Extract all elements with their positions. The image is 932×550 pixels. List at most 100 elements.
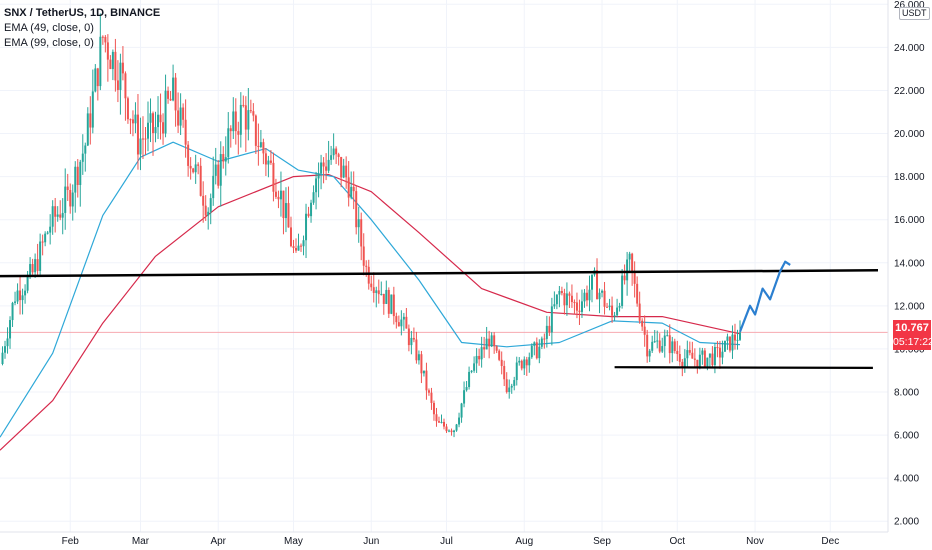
candle-body (182, 107, 185, 120)
candle-body (19, 290, 22, 301)
candle-body (661, 346, 664, 352)
candle-body (688, 350, 691, 353)
candle-body (671, 341, 674, 354)
candle-body (417, 354, 420, 361)
candle-body (397, 322, 400, 327)
candle-body (733, 334, 736, 341)
candle-body (716, 347, 719, 349)
candle-body (588, 289, 591, 301)
candle-body (646, 334, 649, 357)
candle-body (81, 153, 84, 162)
candle-body (427, 390, 430, 393)
candle-body (320, 162, 323, 174)
ema49-line (0, 141, 741, 438)
candle-body (209, 198, 212, 212)
support-line (614, 366, 873, 369)
projection-path (738, 260, 791, 333)
candle-body (563, 293, 566, 306)
candle-body (728, 336, 731, 351)
candle-body (249, 110, 252, 112)
candle-body (360, 219, 363, 247)
chart-grid (0, 0, 888, 532)
candle-body (626, 259, 629, 281)
candle-body (555, 294, 558, 305)
ema49-legend[interactable]: EMA (49, close, 0) (4, 22, 94, 34)
candle-body (172, 77, 175, 101)
candle-body (500, 359, 503, 367)
candle-body (242, 104, 245, 106)
candle-body (26, 275, 29, 291)
candle-body (713, 347, 716, 366)
candle-body (390, 294, 393, 314)
candle-body (177, 110, 180, 126)
candle-body (683, 358, 686, 367)
candle-body (79, 161, 82, 185)
candle-body (656, 340, 659, 342)
candle-body (550, 306, 553, 333)
candle-body (204, 205, 207, 216)
candle-body (71, 192, 74, 207)
candle-body (109, 59, 112, 70)
bar-countdown: 05:17:22 (893, 336, 932, 348)
candle-body (34, 259, 37, 273)
candle-body (340, 156, 343, 178)
candle-body (229, 128, 232, 132)
candle-body (478, 355, 481, 360)
currency-unit-label[interactable]: USDT (899, 7, 930, 20)
candle-body (124, 73, 127, 99)
candle-body (292, 246, 295, 249)
candle-body (533, 342, 536, 346)
y-tick-label: 14.000 (894, 258, 925, 269)
candle-body (703, 350, 706, 367)
ema99-legend[interactable]: EMA (99, close, 0) (4, 37, 94, 49)
candle-body (347, 177, 350, 198)
candle-body (9, 320, 12, 339)
candle-body (493, 335, 496, 347)
candle-body (731, 334, 734, 351)
candle-body (21, 295, 24, 301)
candle-body (194, 164, 197, 173)
candle-body (64, 186, 67, 213)
candle-body (726, 336, 729, 341)
drawings-layer[interactable] (0, 260, 879, 369)
candle-body (470, 370, 473, 372)
candle-body (663, 335, 666, 347)
candle-body (289, 227, 292, 247)
last-price-tag: 10.767 05:17:22 (893, 320, 932, 350)
candle-body (154, 127, 157, 134)
candle-body (121, 62, 124, 74)
candle-body (66, 186, 69, 191)
candle-body (141, 138, 144, 140)
y-tick-label: 24.000 (894, 43, 925, 54)
candle-body (232, 111, 235, 132)
candle-body (295, 248, 297, 251)
candle-body (410, 337, 413, 346)
candle-body (119, 62, 122, 90)
candle-body (553, 304, 556, 307)
candle-body (543, 338, 546, 340)
candle-body (262, 142, 265, 154)
candle-body (327, 159, 330, 171)
candle-body (463, 390, 466, 404)
candle-body (668, 335, 671, 354)
candle-body (596, 270, 599, 300)
candle-body (380, 293, 383, 295)
candle-body (269, 160, 272, 163)
candle-body (415, 339, 418, 361)
candle-body (116, 80, 119, 90)
candle-body (435, 414, 438, 422)
candle-body (144, 138, 147, 140)
candle-body (187, 144, 190, 166)
x-tick-label: Sep (593, 536, 611, 547)
candle-body (425, 370, 428, 391)
candle-body (355, 191, 358, 228)
candle-body (247, 110, 250, 130)
candle-body (106, 42, 109, 60)
candle-body (152, 113, 155, 134)
candle-body (641, 320, 644, 327)
candle-body (382, 293, 385, 304)
candle-body (636, 283, 639, 304)
symbol-title[interactable]: SNX / TetherUS, 1D, BINANCE (4, 7, 161, 19)
candle-body (568, 293, 571, 296)
